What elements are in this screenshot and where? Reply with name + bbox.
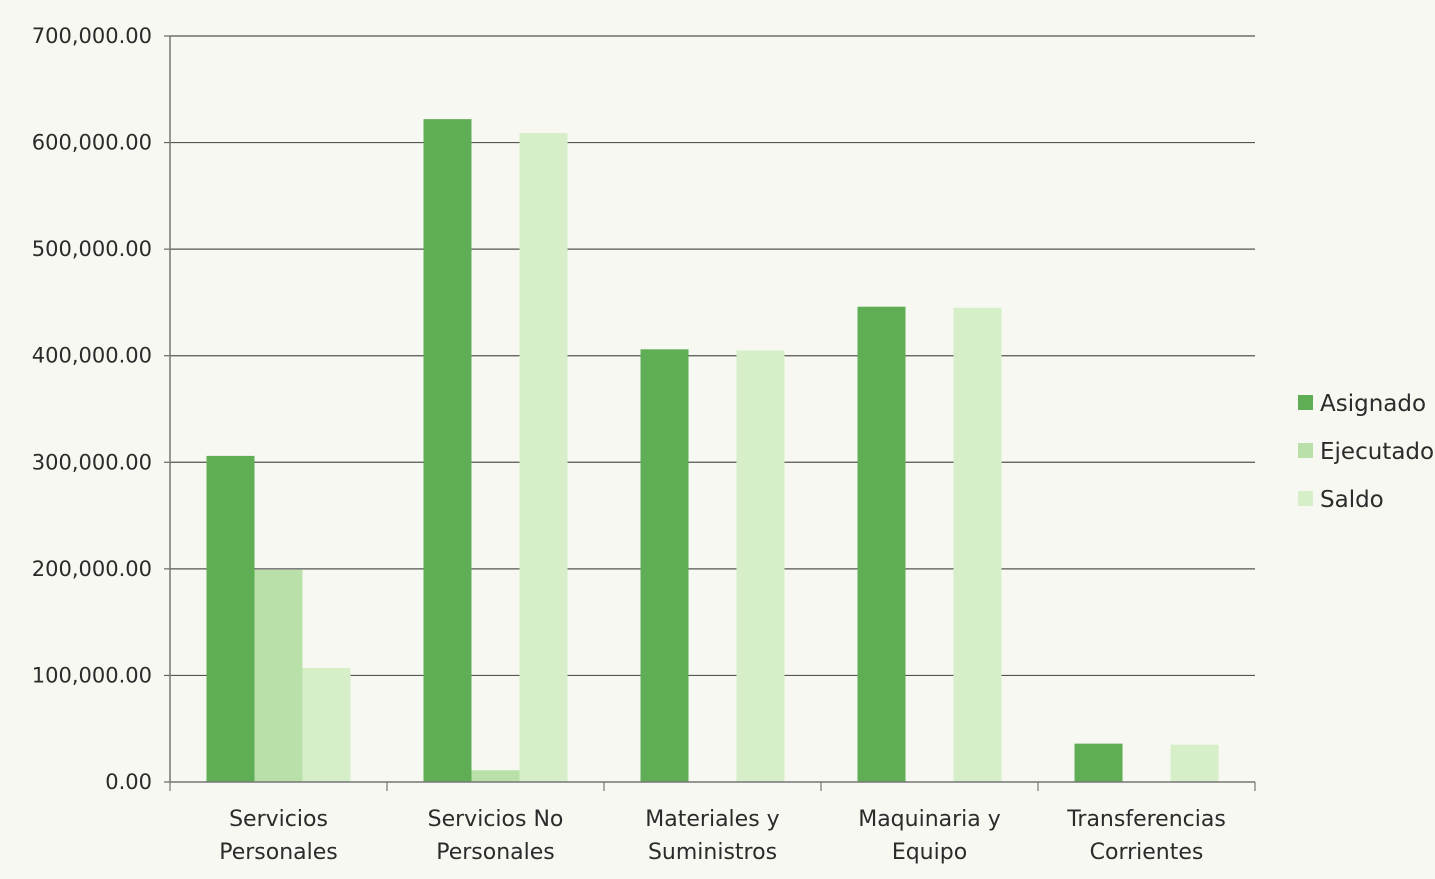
bar-asignado xyxy=(423,119,472,782)
y-tick-label: 500,000.00 xyxy=(32,237,152,261)
legend-swatch-asignado xyxy=(1298,395,1313,410)
bar-saldo xyxy=(953,307,1002,782)
x-category-label: Transferencias xyxy=(1066,807,1226,832)
x-category-label: Materiales y xyxy=(645,807,779,832)
x-category-label: Servicios No xyxy=(428,807,564,832)
bar-saldo xyxy=(736,350,785,782)
x-axis-labels: Servicios Personales Servicios No Personale… xyxy=(219,807,1226,865)
y-tick-label: 0.00 xyxy=(105,770,152,794)
bar-asignado xyxy=(206,455,255,782)
x-category-label: Personales xyxy=(219,840,338,865)
bar-saldo xyxy=(1170,744,1219,782)
x-category-label: Servicios xyxy=(229,807,328,832)
gridlines xyxy=(170,35,1255,677)
bar-asignado xyxy=(1074,743,1123,782)
y-tick-label: 100,000.00 xyxy=(32,663,152,687)
x-category-label: Corrientes xyxy=(1090,840,1204,865)
legend-label: Ejecutado xyxy=(1320,439,1434,465)
bar-saldo xyxy=(519,132,568,783)
y-tick-label: 200,000.00 xyxy=(32,557,152,581)
bar-ejecutado xyxy=(254,569,303,782)
bar-ejecutado xyxy=(471,770,520,782)
axes xyxy=(169,36,1256,791)
y-tick-label: 700,000.00 xyxy=(32,24,152,48)
legend-label: Asignado xyxy=(1320,391,1426,417)
bar-saldo xyxy=(302,667,351,782)
x-category-label: Personales xyxy=(436,840,555,865)
y-tick-label: 400,000.00 xyxy=(32,344,152,368)
x-category-label: Equipo xyxy=(892,840,967,865)
x-category-label: Maquinaria y xyxy=(858,807,1001,832)
bar-asignado xyxy=(857,306,906,782)
bars xyxy=(206,119,1219,783)
legend-label: Saldo xyxy=(1320,487,1384,513)
y-tick-label: 600,000.00 xyxy=(32,131,152,155)
x-category-label: Suministros xyxy=(648,840,777,865)
bar-asignado xyxy=(640,349,689,782)
y-tick-label: 300,000.00 xyxy=(32,450,152,474)
legend-swatch-ejecutado xyxy=(1298,443,1313,458)
y-axis-ticks: 0.00 100,000.00 200,000.00 300,000.00 400,00… xyxy=(32,24,170,794)
legend-swatch-saldo xyxy=(1298,491,1313,506)
legend: Asignado Ejecutado Saldo xyxy=(1298,391,1434,513)
